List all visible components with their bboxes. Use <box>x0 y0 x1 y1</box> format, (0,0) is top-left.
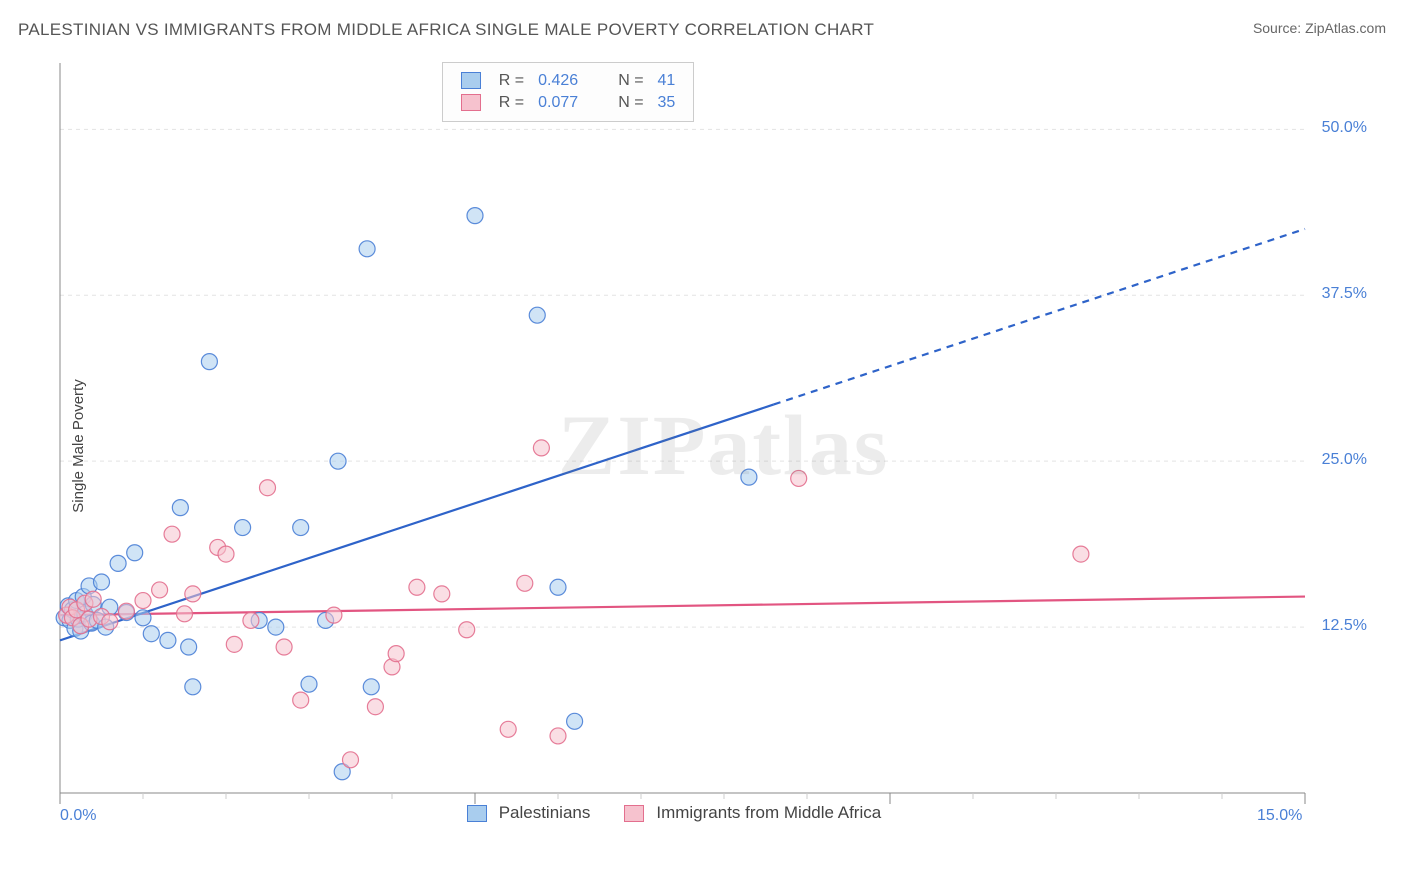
stats-legend: R =0.426N =41R =0.077N =35 <box>442 62 695 122</box>
chart-plot-area: 12.5%25.0%37.5%50.0%0.0%15.0%ZIPatlasR =… <box>55 58 1375 828</box>
y-tick-label: 50.0% <box>1322 119 1367 137</box>
x-tick-label: 0.0% <box>60 807 96 825</box>
source-name: ZipAtlas.com <box>1305 20 1386 36</box>
y-tick-label: 25.0% <box>1322 451 1367 469</box>
y-tick-label: 37.5% <box>1322 285 1367 303</box>
chart-svg <box>55 58 1375 828</box>
legend-item: Immigrants from Middle Africa <box>624 803 881 823</box>
x-tick-label: 15.0% <box>1257 807 1302 825</box>
chart-title: PALESTINIAN VS IMMIGRANTS FROM MIDDLE AF… <box>18 20 874 40</box>
source-prefix: Source: <box>1253 20 1305 36</box>
series-legend: Palestinians Immigrants from Middle Afric… <box>467 803 882 823</box>
source-attribution: Source: ZipAtlas.com <box>1253 20 1386 36</box>
legend-item: Palestinians <box>467 803 591 823</box>
y-tick-label: 12.5% <box>1322 617 1367 635</box>
